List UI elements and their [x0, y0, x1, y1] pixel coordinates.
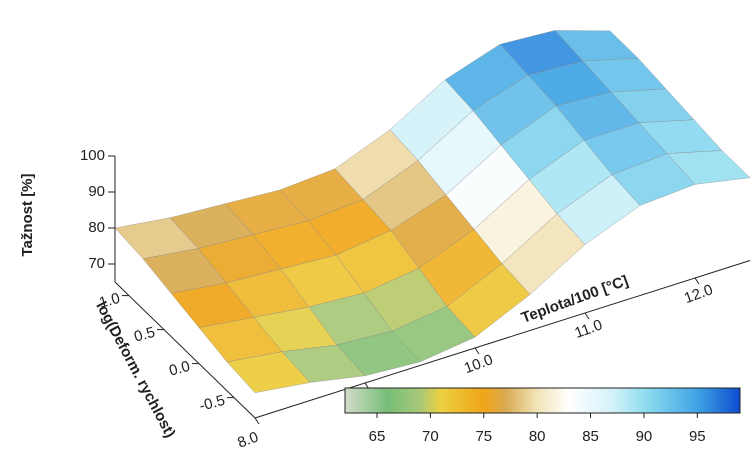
- x-tick-label: 12.0: [682, 281, 715, 307]
- z-tick-label: 80: [88, 219, 105, 236]
- y-axis-label: log(Deform. rychlost): [92, 299, 178, 441]
- x-tick: [474, 347, 480, 355]
- x-tick-label: 11.0: [572, 316, 604, 342]
- x-tick: [694, 277, 700, 285]
- z-tick-label: 90: [88, 183, 105, 200]
- surface-patch: [226, 351, 311, 394]
- colorbar-tick-label: 90: [636, 428, 653, 445]
- colorbar-tick-label: 95: [689, 428, 706, 445]
- colorbar-tick-label: 80: [529, 428, 546, 445]
- y-tick-label: 0.0: [167, 358, 192, 380]
- y-tick-label: -0.5: [197, 392, 226, 415]
- x-tick: [254, 417, 260, 425]
- y-tick-label: 1.0: [97, 290, 122, 312]
- x-tick-label: 10.0: [462, 351, 495, 377]
- y-axis-line: [114, 281, 256, 419]
- z-axis-label: Tažnost [%]: [19, 173, 36, 256]
- x-axis-line: [254, 260, 751, 419]
- y-tick-label: 0.5: [132, 324, 157, 346]
- colorbar: [344, 387, 741, 414]
- x-tick-label: 8.0: [235, 429, 260, 452]
- surface: [114, 30, 751, 394]
- colorbar-tick-label: 75: [475, 428, 492, 445]
- x-tick: [584, 312, 590, 320]
- z-tick-label: 100: [80, 147, 105, 164]
- colorbar-tick-label: 65: [369, 428, 386, 445]
- colorbar-tick-label: 85: [582, 428, 599, 445]
- colorbar-tick-label: 70: [422, 428, 439, 445]
- z-tick-label: 70: [88, 255, 105, 272]
